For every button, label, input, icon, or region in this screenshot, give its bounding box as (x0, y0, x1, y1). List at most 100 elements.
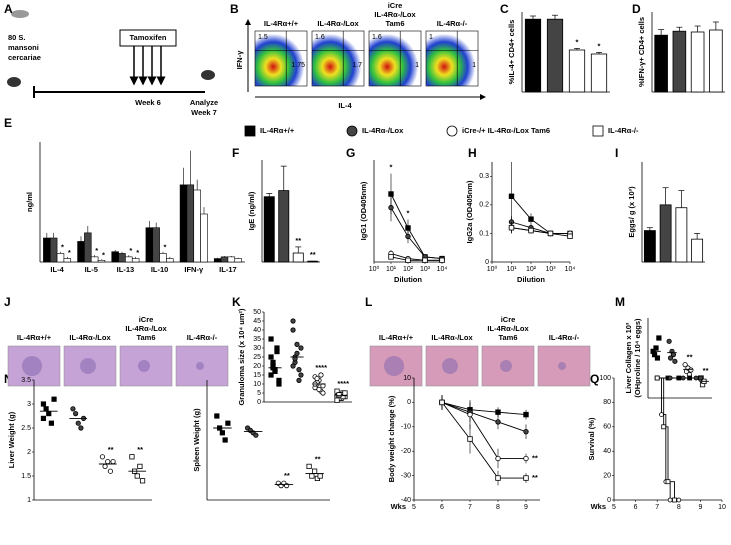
schematic-text: Week 7 (191, 108, 217, 117)
gate-value: 1 (472, 62, 476, 69)
y-axis-label: IgG1 (OD405nm) (359, 181, 368, 240)
panel-label: C (500, 2, 509, 16)
x-tick-label: 7 (655, 504, 659, 511)
point (40, 415, 47, 422)
point (298, 345, 304, 351)
point (334, 397, 340, 403)
schematic-text: cercariae (8, 53, 41, 62)
y-axis-label: IgE (ng/ml) (247, 191, 256, 230)
significance: ** (310, 250, 316, 259)
point (110, 458, 116, 465)
series-line (511, 195, 570, 234)
genotype-label: iCre (388, 1, 403, 10)
bar (691, 238, 704, 263)
y-axis-label: Liver Weight (g) (7, 411, 16, 468)
point (439, 399, 445, 406)
point (495, 409, 501, 415)
point (523, 455, 529, 462)
mouse-icon (7, 77, 21, 87)
legend-label: IL-4Rα-/- (608, 126, 639, 135)
y-tick-label: 1.5 (21, 473, 31, 480)
point (219, 430, 225, 436)
y-axis-label: Body weight change (%) (387, 395, 396, 482)
point (342, 390, 348, 396)
gate-value: 1 (429, 34, 433, 41)
granuloma (196, 362, 204, 370)
bar (524, 18, 542, 93)
point (46, 410, 52, 417)
bar (278, 190, 290, 263)
bar (590, 53, 608, 93)
x-tick-label: 10 (718, 504, 726, 511)
significance: **** (315, 363, 327, 372)
y-tick-label: 1 (27, 497, 31, 504)
point (105, 458, 111, 465)
point (528, 227, 534, 234)
bar (49, 237, 58, 263)
point (314, 375, 320, 382)
point (388, 254, 394, 260)
panel-label: K (232, 295, 241, 309)
gate-value: 1.5 (258, 34, 268, 41)
point (276, 381, 282, 387)
x-tick-label: 10² (403, 266, 414, 273)
genotype-label: IL-4Rα+/+ (379, 333, 414, 342)
point (388, 204, 394, 211)
point (102, 463, 108, 469)
bar (568, 49, 586, 93)
panel-label: A (4, 2, 13, 16)
x-tick-label: IFN-γ (184, 265, 204, 274)
bar (186, 184, 195, 263)
point (309, 473, 315, 479)
y-tick-label: -40 (401, 497, 411, 504)
genotype-label: Tam6 (385, 19, 404, 28)
bar (84, 232, 92, 263)
y-tick-label: -20 (401, 448, 411, 455)
y-tick-label: 40 (603, 448, 611, 455)
y-axis-label: Survival (%) (587, 417, 596, 460)
bar (56, 253, 65, 263)
panel-label: L (365, 295, 372, 309)
legend-marker (346, 125, 358, 137)
point (78, 425, 84, 431)
y-tick-label: 35 (253, 336, 261, 343)
point (214, 413, 220, 419)
panel-label: D (632, 2, 641, 16)
point (107, 468, 114, 474)
x-tick-label: 10¹ (386, 266, 397, 273)
point (320, 390, 326, 396)
point (659, 412, 664, 418)
significance: * (390, 163, 393, 172)
schematic-text: Week 6 (135, 98, 161, 107)
y-tick-label: 50 (253, 309, 261, 316)
x-tick-label: 10⁰ (369, 265, 380, 273)
y-axis-label: %IL-4+ CD4+ cells (507, 20, 516, 85)
gate-value: 1.75 (291, 62, 305, 69)
y-axis-label: %IFN-γ+ CD4+ cells (637, 17, 646, 87)
genotype-label: IL-4Rα-/Lox (487, 324, 529, 333)
y-tick-label: 30 (253, 345, 261, 352)
granuloma (500, 360, 512, 372)
point (670, 352, 677, 358)
point (666, 338, 672, 344)
genotype-label: IL-4Rα+/+ (264, 19, 299, 28)
gate-value: 1.6 (315, 34, 325, 41)
y-axis-label: (OHproline / 10⁴ eggs) (633, 318, 642, 398)
point (667, 375, 673, 381)
bar (179, 184, 188, 263)
y-tick-label: 0 (607, 497, 611, 504)
y-tick-label: 5 (257, 390, 261, 397)
point (495, 475, 501, 481)
significance: ** (108, 445, 114, 454)
point (405, 225, 411, 231)
point (523, 411, 529, 418)
point (316, 386, 322, 392)
panel-label: J (4, 295, 11, 309)
point (495, 455, 501, 462)
panel-label: I (615, 146, 618, 160)
significance: * (61, 243, 64, 252)
legend-marker (244, 125, 256, 137)
y-axis-label: Spleen Weight (g) (192, 408, 201, 472)
x-tick-label: 10³ (545, 266, 556, 273)
bar (227, 256, 236, 263)
